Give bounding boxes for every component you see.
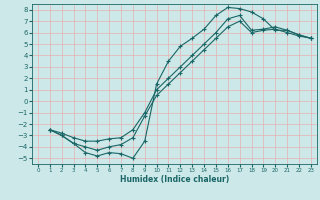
X-axis label: Humidex (Indice chaleur): Humidex (Indice chaleur) [120,175,229,184]
